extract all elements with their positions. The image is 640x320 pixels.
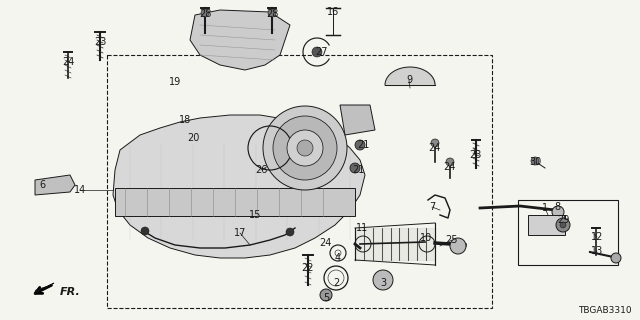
Text: 6: 6 xyxy=(39,180,45,190)
Text: 10: 10 xyxy=(420,233,432,243)
Text: TBGAB3310: TBGAB3310 xyxy=(579,306,632,315)
Text: 24: 24 xyxy=(62,57,74,67)
Circle shape xyxy=(287,130,323,166)
Circle shape xyxy=(297,140,313,156)
Circle shape xyxy=(556,218,570,232)
Circle shape xyxy=(141,227,149,235)
Text: 23: 23 xyxy=(469,150,481,160)
Text: 23: 23 xyxy=(94,37,106,47)
Text: 15: 15 xyxy=(249,210,261,220)
Text: 14: 14 xyxy=(74,185,86,195)
Bar xyxy=(107,55,492,308)
Circle shape xyxy=(373,270,393,290)
Text: 9: 9 xyxy=(406,75,412,85)
Circle shape xyxy=(286,228,294,236)
Text: 18: 18 xyxy=(179,115,191,125)
Text: 11: 11 xyxy=(356,223,368,233)
Text: 3: 3 xyxy=(380,278,386,288)
Text: 1: 1 xyxy=(542,203,548,213)
Text: 12: 12 xyxy=(591,232,603,242)
Text: 2: 2 xyxy=(333,278,339,288)
Polygon shape xyxy=(528,215,565,235)
Circle shape xyxy=(201,9,209,17)
Circle shape xyxy=(355,140,365,150)
Text: 24: 24 xyxy=(443,162,455,172)
Polygon shape xyxy=(113,115,365,258)
Text: 13: 13 xyxy=(591,246,603,256)
Circle shape xyxy=(268,9,276,17)
Text: FR.: FR. xyxy=(60,287,81,297)
Text: 29: 29 xyxy=(557,215,569,225)
Text: 24: 24 xyxy=(428,143,440,153)
Circle shape xyxy=(531,157,539,165)
Text: 24: 24 xyxy=(319,238,331,248)
Text: 21: 21 xyxy=(357,140,369,150)
Text: 19: 19 xyxy=(169,77,181,87)
Bar xyxy=(518,200,618,265)
Text: 25: 25 xyxy=(445,235,458,245)
Polygon shape xyxy=(34,283,54,294)
Text: 27: 27 xyxy=(316,47,328,57)
Circle shape xyxy=(552,206,564,218)
Text: 21: 21 xyxy=(352,165,364,175)
Text: 17: 17 xyxy=(234,228,246,238)
Polygon shape xyxy=(35,175,75,195)
Circle shape xyxy=(312,47,322,57)
Text: 4: 4 xyxy=(335,253,341,263)
Text: 30: 30 xyxy=(529,157,541,167)
Text: 26: 26 xyxy=(255,165,267,175)
Circle shape xyxy=(560,222,566,228)
Text: 22: 22 xyxy=(301,263,314,273)
Circle shape xyxy=(263,106,347,190)
Text: 28: 28 xyxy=(199,9,211,19)
Polygon shape xyxy=(340,105,375,135)
Text: 8: 8 xyxy=(554,202,560,212)
Circle shape xyxy=(273,116,337,180)
Bar xyxy=(115,188,355,216)
Circle shape xyxy=(431,139,439,147)
Text: 7: 7 xyxy=(429,202,435,212)
Text: 5: 5 xyxy=(323,293,329,303)
Circle shape xyxy=(446,158,454,166)
Text: 20: 20 xyxy=(187,133,199,143)
Circle shape xyxy=(320,289,332,301)
Text: 28: 28 xyxy=(266,9,278,19)
Polygon shape xyxy=(190,10,290,70)
Circle shape xyxy=(350,163,360,173)
Text: 16: 16 xyxy=(327,7,339,17)
Circle shape xyxy=(450,238,466,254)
Circle shape xyxy=(611,253,621,263)
